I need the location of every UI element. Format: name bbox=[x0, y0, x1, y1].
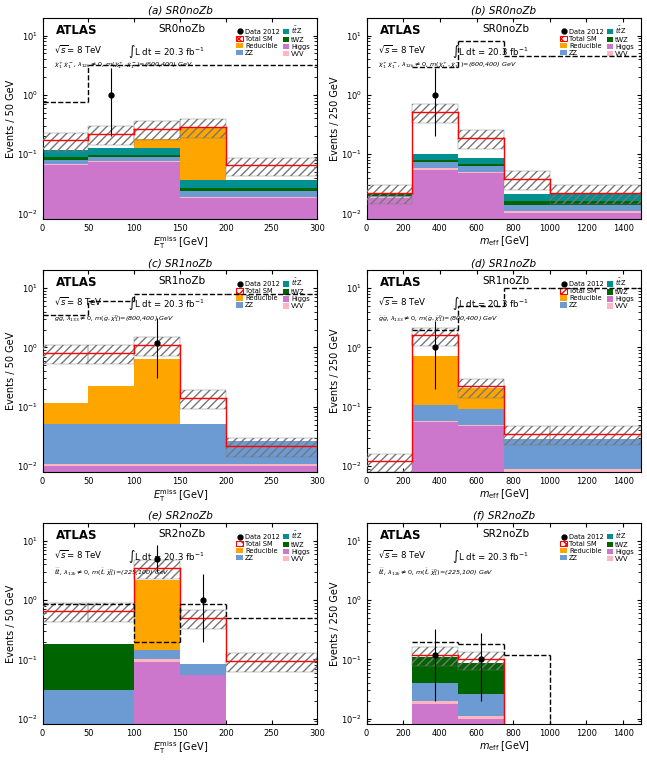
X-axis label: $m_{\mathrm{eff}}$ [GeV]: $m_{\mathrm{eff}}$ [GeV] bbox=[479, 740, 529, 754]
Title: (d) SR1noZb: (d) SR1noZb bbox=[472, 258, 536, 268]
Y-axis label: Events / 50 GeV: Events / 50 GeV bbox=[6, 79, 16, 158]
Title: (c) SR1noZb: (c) SR1noZb bbox=[148, 258, 212, 268]
Title: (a) SR0noZb: (a) SR0noZb bbox=[148, 5, 212, 15]
Text: SR2noZb: SR2noZb bbox=[158, 529, 205, 539]
Text: $\int$L dt = 20.3 fb$^{-1}$: $\int$L dt = 20.3 fb$^{-1}$ bbox=[128, 296, 204, 312]
Text: $\sqrt{s}$= 8 TeV: $\sqrt{s}$= 8 TeV bbox=[378, 548, 426, 560]
Text: ATLAS: ATLAS bbox=[380, 24, 422, 37]
Y-axis label: Events / 50 GeV: Events / 50 GeV bbox=[6, 332, 16, 410]
Legend: Data 2012, Total SM, Reducible, ZZ, $t\bar{t}$Z, tWZ, Higgs, VVV: Data 2012, Total SM, Reducible, ZZ, $t\b… bbox=[235, 528, 311, 563]
Title: (e) SR2noZb: (e) SR2noZb bbox=[148, 511, 212, 520]
Text: SR1noZb: SR1noZb bbox=[482, 277, 529, 287]
Legend: Data 2012, Total SM, Reducible, ZZ, $t\bar{t}$Z, tWZ, Higgs, VVV: Data 2012, Total SM, Reducible, ZZ, $t\b… bbox=[559, 276, 635, 311]
Text: $\tilde{g}\tilde{g}$, $\lambda_{133}\neq 0$, $m(\tilde{g},\tilde{\chi}_1^0)$=(80: $\tilde{g}\tilde{g}$, $\lambda_{133}\neq… bbox=[378, 314, 498, 325]
Text: $\tilde{\chi}_1^+\tilde{\chi}_1^-$, $\lambda_{12k}\neq 0$, $m(\tilde{\chi}_1^+,\: $\tilde{\chi}_1^+\tilde{\chi}_1^-$, $\la… bbox=[378, 61, 516, 72]
Legend: Data 2012, Total SM, Reducible, ZZ, $t\bar{t}$Z, tWZ, Higgs, VVV: Data 2012, Total SM, Reducible, ZZ, $t\b… bbox=[235, 276, 311, 311]
Text: SR0noZb: SR0noZb bbox=[158, 24, 205, 34]
Text: $\sqrt{s}$= 8 TeV: $\sqrt{s}$= 8 TeV bbox=[378, 43, 426, 55]
Text: $\sqrt{s}$= 8 TeV: $\sqrt{s}$= 8 TeV bbox=[378, 296, 426, 307]
Title: (f) SR2noZb: (f) SR2noZb bbox=[473, 511, 535, 520]
X-axis label: $E_{\mathrm{T}}^{\mathrm{miss}}$ [GeV]: $E_{\mathrm{T}}^{\mathrm{miss}}$ [GeV] bbox=[153, 740, 208, 757]
Text: $\sqrt{s}$= 8 TeV: $\sqrt{s}$= 8 TeV bbox=[54, 43, 102, 55]
Text: ATLAS: ATLAS bbox=[56, 277, 98, 290]
Text: ATLAS: ATLAS bbox=[380, 529, 422, 542]
Legend: Data 2012, Total SM, Reducible, ZZ, $t\bar{t}$Z, tWZ, Higgs, VVV: Data 2012, Total SM, Reducible, ZZ, $t\b… bbox=[559, 528, 635, 563]
Text: SR0noZb: SR0noZb bbox=[482, 24, 529, 34]
X-axis label: $E_{\mathrm{T}}^{\mathrm{miss}}$ [GeV]: $E_{\mathrm{T}}^{\mathrm{miss}}$ [GeV] bbox=[153, 235, 208, 251]
Text: SR1noZb: SR1noZb bbox=[158, 277, 205, 287]
Text: $\tilde{\chi}_1^+\tilde{\chi}_1^-$, $\lambda_{12k}\neq 0$, $m(\tilde{\chi}_1^+,\: $\tilde{\chi}_1^+\tilde{\chi}_1^-$, $\la… bbox=[54, 61, 193, 72]
Y-axis label: Events / 250 GeV: Events / 250 GeV bbox=[329, 581, 340, 666]
Title: (b) SR0noZb: (b) SR0noZb bbox=[472, 5, 536, 15]
X-axis label: $m_{\mathrm{eff}}$ [GeV]: $m_{\mathrm{eff}}$ [GeV] bbox=[479, 487, 529, 501]
Text: ATLAS: ATLAS bbox=[380, 277, 422, 290]
Text: $\sqrt{s}$= 8 TeV: $\sqrt{s}$= 8 TeV bbox=[54, 296, 102, 307]
Y-axis label: Events / 250 GeV: Events / 250 GeV bbox=[329, 76, 340, 161]
Text: SR2noZb: SR2noZb bbox=[482, 529, 529, 539]
X-axis label: $m_{\mathrm{eff}}$ [GeV]: $m_{\mathrm{eff}}$ [GeV] bbox=[479, 235, 529, 248]
Y-axis label: Events / 50 GeV: Events / 50 GeV bbox=[6, 584, 16, 663]
Text: $\int$L dt = 20.3 fb$^{-1}$: $\int$L dt = 20.3 fb$^{-1}$ bbox=[452, 296, 528, 312]
Text: $\int$L dt = 20.3 fb$^{-1}$: $\int$L dt = 20.3 fb$^{-1}$ bbox=[452, 548, 528, 565]
Text: $\tilde{g}\tilde{g}$, $\lambda_{133}\neq 0$, $m(\tilde{g},\tilde{\chi}_1^0)$=(80: $\tilde{g}\tilde{g}$, $\lambda_{133}\neq… bbox=[54, 314, 174, 325]
Text: $\int$L dt = 20.3 fb$^{-1}$: $\int$L dt = 20.3 fb$^{-1}$ bbox=[452, 43, 528, 59]
Text: ATLAS: ATLAS bbox=[56, 529, 98, 542]
X-axis label: $E_{\mathrm{T}}^{\mathrm{miss}}$ [GeV]: $E_{\mathrm{T}}^{\mathrm{miss}}$ [GeV] bbox=[153, 487, 208, 504]
Text: $\tilde{\ell}\tilde{\ell}$, $\lambda_{12k}\neq 0$, $m(\tilde{\ell},\tilde{\chi}_: $\tilde{\ell}\tilde{\ell}$, $\lambda_{12… bbox=[378, 566, 493, 578]
Text: ATLAS: ATLAS bbox=[56, 24, 98, 37]
Text: $\int$L dt = 20.3 fb$^{-1}$: $\int$L dt = 20.3 fb$^{-1}$ bbox=[128, 548, 204, 565]
Legend: Data 2012, Total SM, Reducible, ZZ, $t\bar{t}$Z, tWZ, Higgs, VVV: Data 2012, Total SM, Reducible, ZZ, $t\b… bbox=[559, 23, 635, 58]
Legend: Data 2012, Total SM, Reducible, ZZ, $t\bar{t}$Z, tWZ, Higgs, VVV: Data 2012, Total SM, Reducible, ZZ, $t\b… bbox=[235, 23, 311, 58]
Text: $\tilde{\ell}\tilde{\ell}$, $\lambda_{12k}\neq 0$, $m(\tilde{\ell},\tilde{\chi}_: $\tilde{\ell}\tilde{\ell}$, $\lambda_{12… bbox=[54, 566, 170, 578]
Text: $\sqrt{s}$= 8 TeV: $\sqrt{s}$= 8 TeV bbox=[54, 548, 102, 560]
Y-axis label: Events / 250 GeV: Events / 250 GeV bbox=[329, 329, 340, 413]
Text: $\int$L dt = 20.3 fb$^{-1}$: $\int$L dt = 20.3 fb$^{-1}$ bbox=[128, 43, 204, 59]
